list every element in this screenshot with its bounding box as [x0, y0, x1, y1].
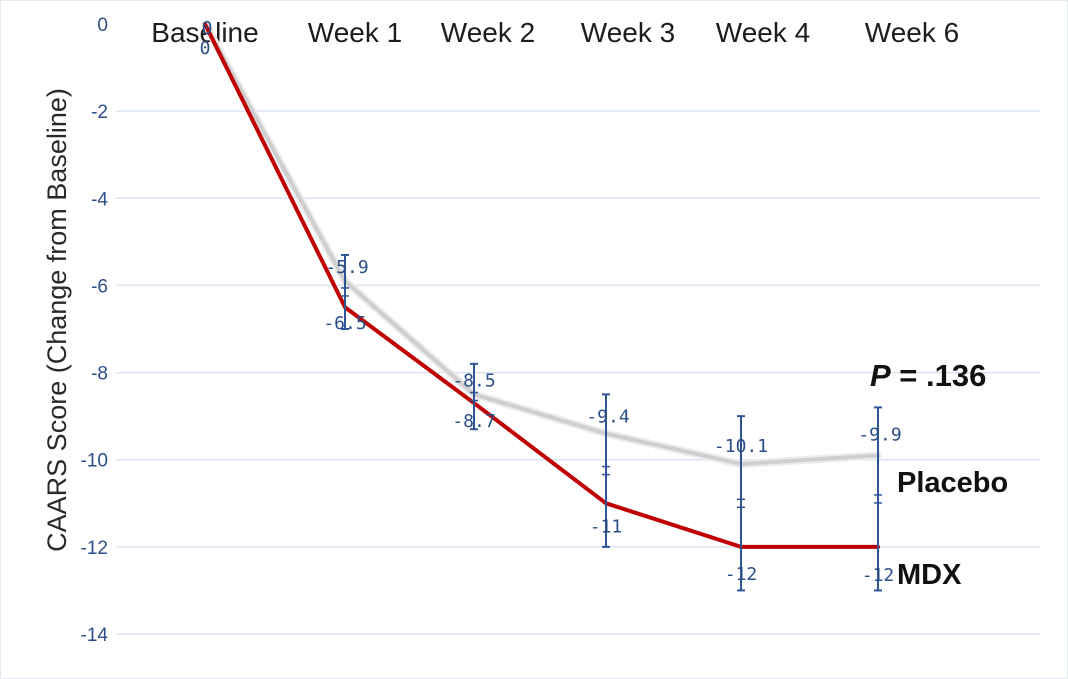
placebo-line-shadow — [201, 20, 882, 469]
mdx-data-label: -6.5 — [323, 313, 366, 334]
y-tick-label: -8 — [91, 364, 108, 385]
y-tick-label: -14 — [81, 625, 109, 646]
x-tick-label: Week 6 — [865, 17, 959, 48]
placebo-line — [203, 22, 880, 467]
data-labels: -5.9 -8.5 -9.4 -10.1 -9.9 0 -6.5 -8.7 -11 -12 -12 0 — [200, 18, 902, 586]
grid-lines — [116, 110, 1040, 635]
y-axis-title: CAARS Score (Change from Baseline) — [42, 88, 72, 552]
y-tick-label: -10 — [81, 451, 108, 472]
x-tick-label: Week 4 — [716, 17, 810, 48]
x-axis-ticks: Baseline Week 1 Week 2 Week 3 Week 4 Week 6 — [151, 17, 959, 48]
placebo-data-label: -9.9 — [858, 424, 901, 445]
series-label-placebo: Placebo — [897, 467, 1008, 499]
series-label-mdx: MDX — [897, 559, 962, 591]
x-tick-label: Week 2 — [441, 17, 535, 48]
mdx-data-label: -8.7 — [452, 411, 495, 432]
p-value-annotation: P = .136 — [870, 358, 986, 393]
y-tick-label: -6 — [91, 276, 108, 297]
placebo-data-label: -5.9 — [325, 257, 368, 278]
placebo-data-label: -8.5 — [452, 370, 495, 391]
placebo-data-label: -9.4 — [586, 407, 629, 428]
mdx-line — [203, 22, 880, 549]
p-value-label: P — [870, 358, 891, 393]
mdx-data-label: -12 — [862, 565, 895, 586]
y-tick-label: -2 — [91, 102, 108, 123]
placebo-data-label: 0 — [202, 18, 213, 39]
x-tick-label: Week 1 — [308, 17, 402, 48]
y-axis-ticks: 0 -2 -4 -6 -8 -10 -12 -14 — [81, 15, 109, 646]
error-bars — [341, 253, 882, 592]
y-tick-label: -4 — [91, 189, 108, 210]
mdx-data-label: 0 — [200, 38, 211, 59]
p-value-number: = .136 — [891, 358, 987, 393]
mdx-data-label: -11 — [590, 516, 623, 537]
placebo-data-label: -10.1 — [714, 436, 768, 457]
x-tick-label: Week 3 — [581, 17, 675, 48]
y-tick-label: 0 — [97, 15, 108, 36]
mdx-data-label: -12 — [725, 564, 758, 585]
y-tick-label: -12 — [81, 538, 108, 559]
series-lines — [201, 20, 882, 549]
